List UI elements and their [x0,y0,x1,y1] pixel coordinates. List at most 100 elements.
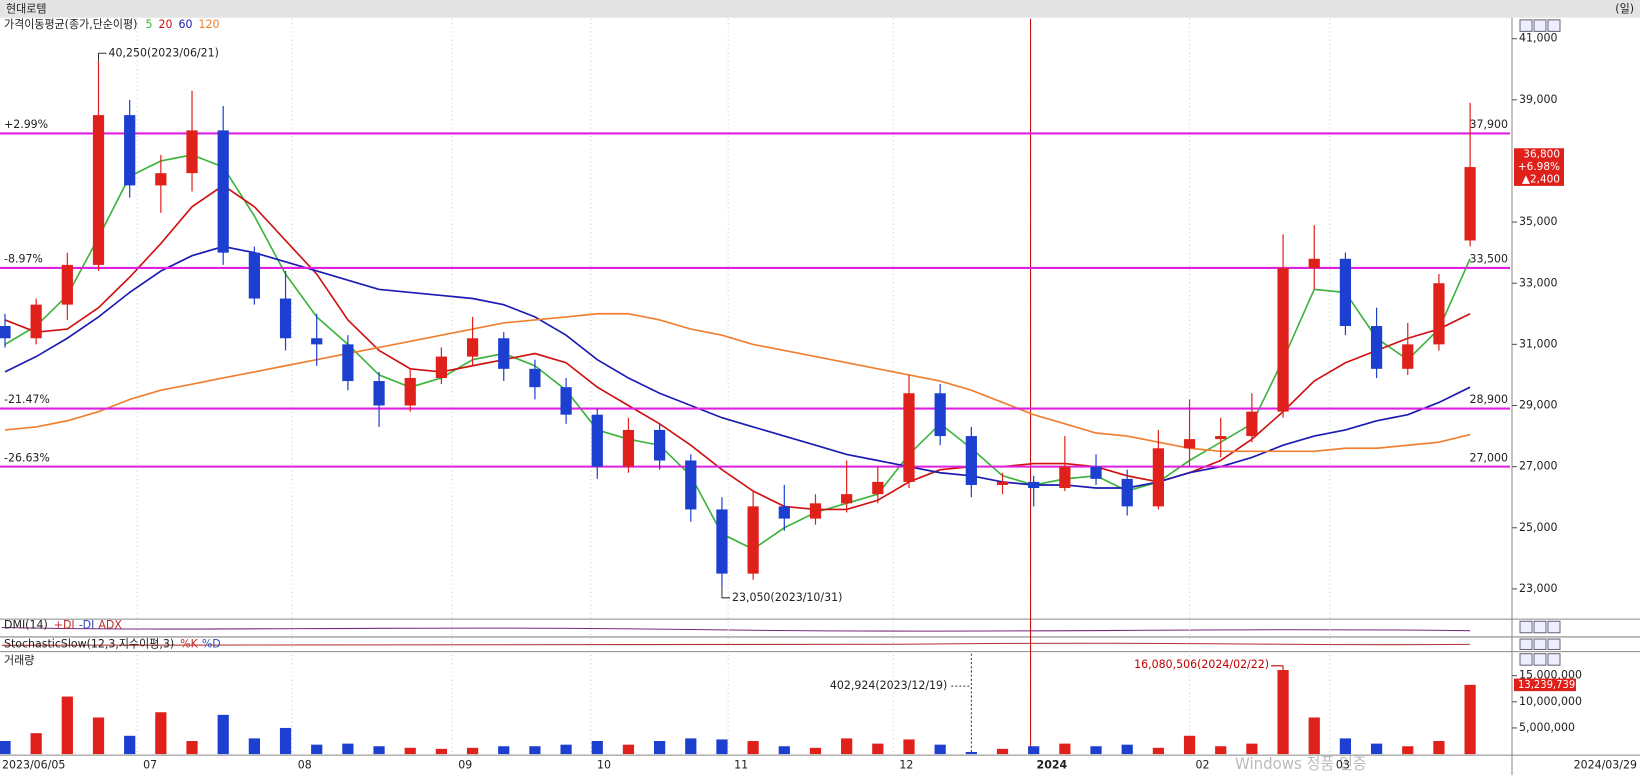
last-price: 36,800 [1523,147,1560,160]
candle-body [1152,448,1164,507]
level-label: 37,900 [1470,118,1508,131]
button[interactable] [1547,620,1561,634]
candle-body [903,393,915,482]
annotation-pointer [98,52,107,62]
button[interactable] [1519,620,1533,634]
candle-body [61,264,73,305]
last-price: ▲2,400 [1522,172,1560,185]
volume-bar [1090,746,1102,755]
candle-body [92,115,105,265]
volume-bar [778,746,790,755]
indicator-title: StochasticSlow(12,3,지수이평,3) [4,637,174,650]
x-tick-label: 2024 [1037,758,1068,771]
moving-average [4,312,1471,453]
volume-bar [1464,684,1476,755]
annotation: 23,050(2023/10/31) [732,591,842,604]
volume-bar [1402,746,1414,755]
last-volume: 13,239,739 [1518,680,1575,691]
volume-bar [311,744,323,755]
x-tick-label: 03 [1336,758,1350,771]
level-pct: -26.63% [4,451,50,464]
volume-bar [1059,743,1071,755]
candle-body [0,326,11,339]
volume-bar [560,744,572,755]
last-price: +6.98% [1518,160,1560,173]
candle-body [1339,258,1352,327]
x-tick-label: 02 [1196,758,1210,771]
level-label: 33,500 [1470,252,1508,265]
button[interactable] [1519,19,1533,32]
volume-bar [747,741,759,755]
y-tick-label: 23,000 [1519,582,1557,595]
candle-body [373,381,385,406]
legend-title: 가격이동평균(종가,단순이평) [4,17,137,31]
button[interactable] [1533,653,1547,666]
button[interactable] [1533,638,1547,651]
button[interactable] [1547,638,1561,651]
button[interactable] [1533,19,1547,32]
button[interactable] [1547,653,1561,666]
volume-bar [342,743,354,755]
level-pct: +2.99% [4,118,48,131]
x-end-label: 2024/03/29 [1574,758,1637,771]
candle-body [435,356,448,378]
button[interactable] [1519,653,1533,666]
volume-bar [1308,717,1320,755]
volume-bar [1433,741,1445,755]
volume-bar [1152,747,1164,755]
y-tick-label: 29,000 [1519,398,1557,411]
candle-body [1090,466,1102,479]
level-pct: -8.97% [4,252,43,265]
candle-body [186,130,198,174]
volume-bar [373,746,385,755]
x-tick-label: 08 [298,758,312,771]
candle-body [747,506,759,574]
candle-body [1277,267,1289,412]
y-tick-label: 41,000 [1519,32,1557,45]
y-tick-label: 39,000 [1519,93,1557,106]
candle-body [591,414,603,467]
volume-bar [279,727,292,755]
y-tick-label: 25,000 [1519,521,1557,534]
stochastic-trace [1,642,1471,647]
indicator-item: ADX [98,618,122,631]
volume-bar [934,744,946,755]
volume-bar [217,714,229,755]
candle-body [466,338,479,357]
annotation: 16,080,506(2024/02/22) [1134,658,1269,671]
x-tick-label: 10 [597,758,611,771]
button[interactable] [1519,638,1533,651]
candle-body [1370,326,1383,369]
candle-body [685,460,697,510]
indicator-item: %K [180,637,198,650]
candle-body [1433,283,1445,345]
candle-body [30,304,42,339]
volume-bar [435,748,448,755]
volume-bar [965,751,977,755]
y-tick-label: 27,000 [1519,459,1557,472]
candle-body [622,429,635,467]
candle-body [965,436,977,485]
legend-entry: 5 [145,18,152,31]
volume-bar [872,743,884,755]
button[interactable] [1533,620,1547,634]
candle-body [809,503,822,519]
volume-bar [498,746,510,755]
moving-average [4,154,1471,551]
x-tick-label: 09 [458,758,472,771]
candle-body [248,252,260,299]
candle-body [404,377,416,406]
level-label: 27,000 [1470,451,1508,464]
candle-body [1183,439,1196,449]
candle-body [934,393,946,437]
candle-body [1215,436,1227,440]
volume-bar [0,741,11,755]
candle-body [155,173,167,186]
volume-bar [841,738,853,755]
button[interactable] [1547,19,1561,32]
volume-bar [1028,746,1040,755]
volume-bar [1183,735,1196,755]
y-tick-label: 31,000 [1519,337,1557,350]
annotation: 402,924(2023/12/19) [830,679,947,692]
